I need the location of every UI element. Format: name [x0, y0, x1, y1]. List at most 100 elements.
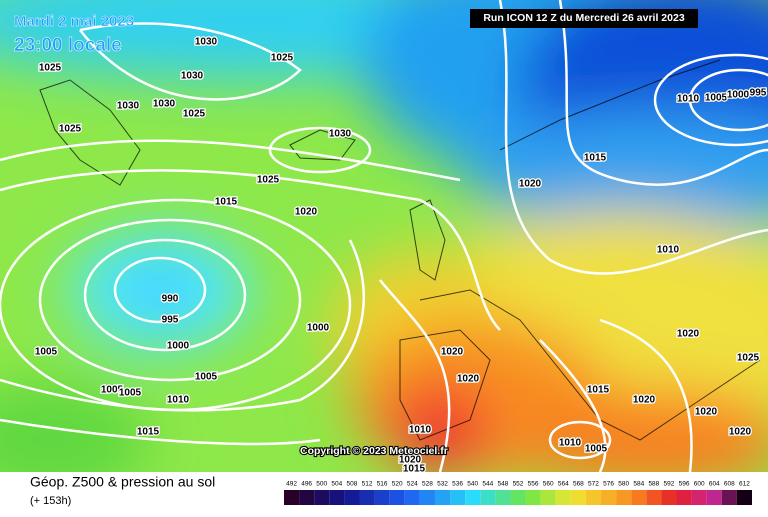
scale-label: 524 — [407, 481, 418, 488]
copyright: Copyright © 2023 Meteociel.fr — [300, 445, 448, 457]
isobar-label: 1015 — [587, 385, 610, 396]
scale-swatch — [314, 490, 330, 505]
scale-swatch — [510, 490, 526, 505]
isobar-label: 1010 — [409, 425, 432, 436]
isobar-label: 1010 — [657, 245, 680, 256]
scale-label: 572 — [588, 481, 599, 488]
scale-swatch — [736, 490, 752, 505]
scale-label: 592 — [664, 481, 675, 488]
scale-swatch — [646, 490, 662, 505]
scale-label: 600 — [694, 481, 705, 488]
run-info: Run ICON 12 Z du Mercredi 26 avril 2023 — [483, 12, 684, 24]
scale-label: 576 — [603, 481, 614, 488]
scale-swatch — [434, 490, 451, 505]
scale-label: 584 — [633, 481, 644, 488]
scale-swatch — [389, 490, 405, 505]
isobar-label: 1030 — [181, 71, 204, 82]
scale-swatch — [480, 490, 496, 505]
isobar-label: 1025 — [737, 353, 760, 364]
scale-label: 588 — [648, 481, 659, 488]
isobar-label: 1030 — [117, 101, 140, 112]
isobar-label: 1005 — [35, 347, 58, 358]
scale-swatch — [284, 490, 300, 505]
scale-label: 608 — [724, 481, 735, 488]
isobar-label: 1015 — [137, 427, 160, 438]
valid-time: 23:00 locale — [14, 35, 122, 56]
scale-swatch — [299, 490, 315, 505]
isobar-label: 1025 — [39, 63, 62, 74]
scale-label: 544 — [482, 481, 493, 488]
isobar-label: 1030 — [195, 37, 218, 48]
isobar-label: 1030 — [329, 129, 352, 140]
isobar-label: 1020 — [295, 207, 318, 218]
scale-swatch — [661, 490, 677, 505]
scale-label: 552 — [513, 481, 524, 488]
isobar-label: 1015 — [584, 153, 607, 164]
isobar-label: 1020 — [633, 395, 656, 406]
isobar-label: 1020 — [519, 179, 542, 190]
scale-label: 496 — [301, 481, 312, 488]
isobar-label: 1005 — [585, 444, 608, 455]
scale-label: 604 — [709, 481, 720, 488]
scale-swatch — [495, 490, 511, 505]
scale-swatch — [706, 490, 722, 505]
scale-label: 560 — [543, 481, 554, 488]
isobar-label: 995 — [162, 315, 179, 326]
scale-label: 528 — [422, 481, 433, 488]
isobar-label: 1015 — [403, 464, 426, 475]
isobar-label: 1025 — [257, 175, 280, 186]
scale-swatch — [601, 490, 617, 505]
scale-swatch — [555, 490, 571, 505]
scale-swatch — [329, 490, 345, 505]
scale-label: 516 — [377, 481, 388, 488]
isobar-label: 1010 — [167, 395, 190, 406]
footer-lead: (+ 153h) — [30, 495, 71, 507]
scale-label: 532 — [437, 481, 448, 488]
scale-swatch — [585, 490, 602, 505]
isobar-label: 1020 — [729, 427, 752, 438]
scale-label: 580 — [618, 481, 629, 488]
scale-label: 536 — [452, 481, 463, 488]
isobar-label: 1020 — [695, 407, 718, 418]
scale-swatch — [404, 490, 420, 505]
scale-swatch — [419, 490, 435, 505]
isobar-label: 1010 — [559, 438, 582, 449]
scale-label: 520 — [392, 481, 403, 488]
scale-swatch — [359, 490, 375, 505]
scale-label: 596 — [679, 481, 690, 488]
isobar-label: 1020 — [457, 374, 480, 385]
isobar-label: 1010 — [677, 94, 700, 105]
isobar-label: 990 — [162, 294, 179, 305]
isobar-label: 1025 — [271, 53, 294, 64]
valid-date: Mardi 2 mai 2023 — [14, 13, 134, 30]
scale-label: 548 — [497, 481, 508, 488]
isobar-label: 1005 — [101, 385, 124, 396]
isobar-label: 1015 — [215, 197, 238, 208]
scale-swatch — [450, 490, 466, 505]
isobar-label: 1020 — [399, 455, 422, 466]
run-box — [470, 9, 698, 28]
isobar-label: 1030 — [153, 99, 176, 110]
scale-swatch — [691, 490, 707, 505]
isobar-label: 1005 — [195, 372, 218, 383]
field: 1030 1025 1030 1025 1030 1030 1025 1025 1030 1025… — [0, 0, 768, 475]
scale-swatch — [344, 490, 360, 505]
scale-label: 612 — [739, 481, 750, 488]
scale-swatch — [676, 490, 692, 505]
isobar-label: 1025 — [183, 109, 206, 120]
isobar-label: 1000 — [167, 341, 190, 352]
isobar-label: 1005 — [119, 388, 142, 399]
scale-label: 556 — [528, 481, 539, 488]
footer-title: Géop. Z500 & pression au sol — [30, 474, 215, 490]
scale-swatch — [570, 490, 586, 505]
scale-swatch — [540, 490, 556, 505]
isobar-label: 1025 — [59, 124, 82, 135]
scale-label: 500 — [316, 481, 327, 488]
scale-swatch — [616, 490, 632, 505]
isobar-label: 1005 — [705, 93, 728, 104]
scale-swatch — [465, 490, 481, 505]
scale-swatch — [721, 490, 737, 505]
isobar-label: 1020 — [441, 347, 464, 358]
isobar-label: 1000 — [727, 90, 750, 101]
